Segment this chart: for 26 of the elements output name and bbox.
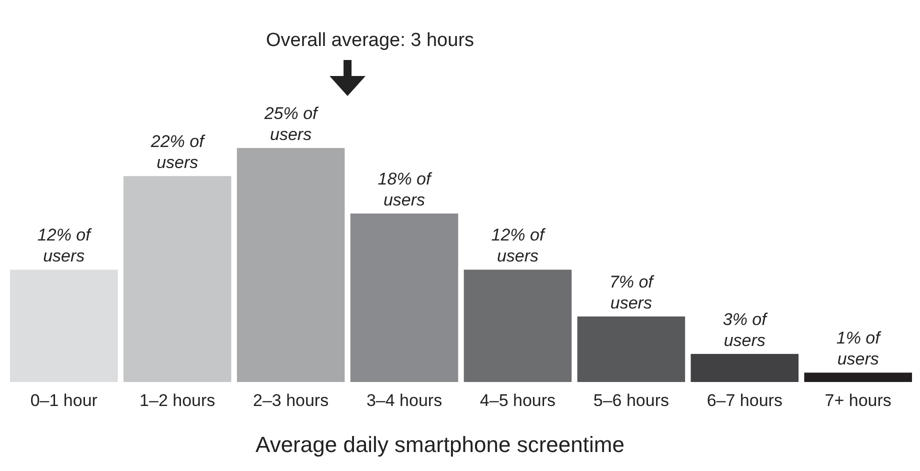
x-tick-label: 1–2 hours bbox=[140, 391, 216, 410]
x-tick-label: 5–6 hours bbox=[593, 391, 669, 410]
data-label: 12% of users bbox=[491, 226, 546, 266]
data-label: 12% of users bbox=[37, 226, 93, 266]
data-label: 25% of users bbox=[263, 104, 320, 144]
x-tick-label: 4–5 hours bbox=[480, 391, 556, 410]
x-axis-title: Average daily smartphone screentime bbox=[256, 432, 624, 457]
bar bbox=[577, 316, 686, 382]
data-label: 7% of users bbox=[609, 272, 656, 312]
chart-title: Overall average: 3 hours bbox=[266, 30, 474, 51]
bar bbox=[350, 214, 458, 382]
x-tick-label: 6–7 hours bbox=[706, 391, 782, 410]
x-tick-label: 0–1 hour bbox=[30, 391, 98, 410]
x-tick-label: 7+ hours bbox=[824, 391, 892, 410]
bar bbox=[10, 270, 118, 382]
bar bbox=[464, 270, 572, 382]
x-tick-label: 3–4 hours bbox=[366, 391, 442, 410]
data-label: 22% of users bbox=[150, 132, 206, 172]
bar bbox=[236, 148, 345, 382]
bar bbox=[690, 354, 799, 382]
bar bbox=[804, 372, 912, 382]
data-label: 3% of users bbox=[722, 310, 769, 350]
x-tick-label: 2–3 hours bbox=[253, 391, 329, 410]
bar bbox=[123, 176, 232, 382]
data-label: 18% of users bbox=[378, 170, 434, 210]
data-label: 1% of users bbox=[836, 328, 882, 369]
